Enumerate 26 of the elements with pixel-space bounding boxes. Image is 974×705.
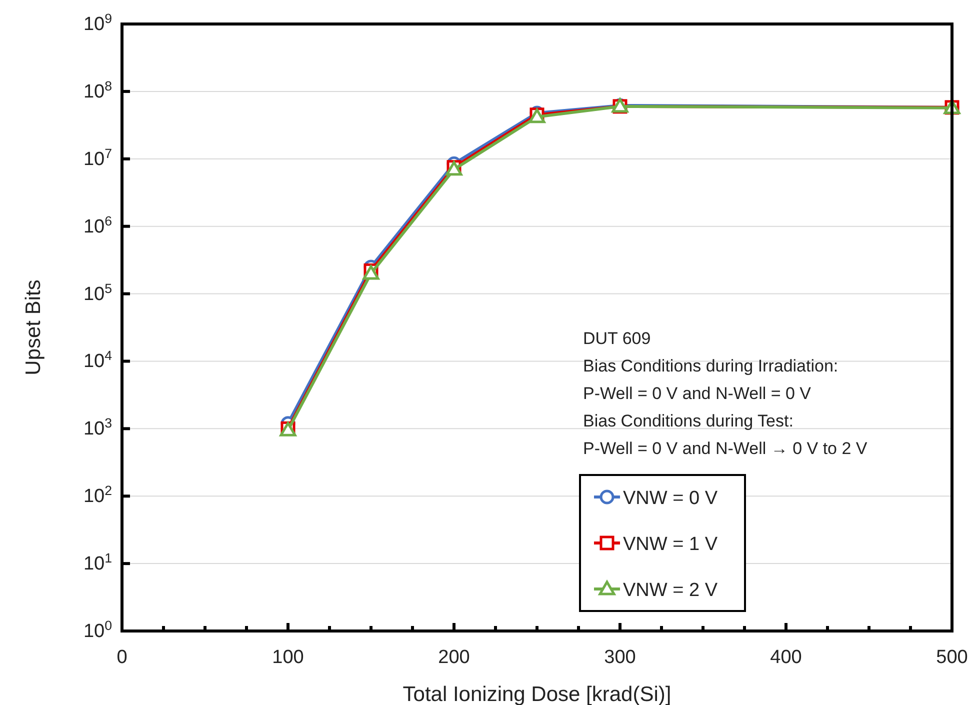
y-tick-label: 10$^{6}$ xyxy=(83,212,112,238)
annotation: Bias Conditions during Test: xyxy=(583,412,794,430)
legend-label: VNW = 1 V xyxy=(623,534,718,555)
x-axis-title: Total Ionizing Dose [krad(Si)] xyxy=(402,683,672,705)
legend-label: VNW = 0 V xyxy=(623,488,718,509)
y-tick-label: 10$^{3}$ xyxy=(83,415,112,440)
y-tick-label: 10$^{9}$ xyxy=(83,10,112,35)
y-tick-label: 10$^{4}$ xyxy=(83,348,112,372)
x-tick-label: 400 xyxy=(770,647,802,668)
y-tick-label: 10$^{8}$ xyxy=(83,78,112,102)
legend-label: VNW = 2 V xyxy=(623,580,718,601)
x-tick-label: 0 xyxy=(116,647,128,668)
y-tick-label: 10$^{1}$ xyxy=(83,550,112,575)
annotation: P-Well = 0 V and N-Well = 0 V xyxy=(583,384,812,403)
y-tick-label: 10$^{5}$ xyxy=(83,280,112,305)
x-tick-label: 200 xyxy=(438,647,470,668)
y-tick-label: 10$^{0}$ xyxy=(83,618,112,642)
annotation: P-Well = 0 V and N-Well → 0 V to 2 V xyxy=(583,439,868,458)
annotation: Bias Conditions during Irradiation: xyxy=(583,356,838,376)
y-axis-title: Upset Bits xyxy=(22,280,45,376)
y-tick-label: 10$^{7}$ xyxy=(83,145,112,170)
annotation: DUT 609 xyxy=(583,329,651,348)
x-tick-label: 300 xyxy=(604,647,636,668)
x-tick-label: 500 xyxy=(936,647,968,668)
y-tick-label: 10$^{2}$ xyxy=(83,482,112,508)
x-tick-label: 100 xyxy=(272,647,304,668)
